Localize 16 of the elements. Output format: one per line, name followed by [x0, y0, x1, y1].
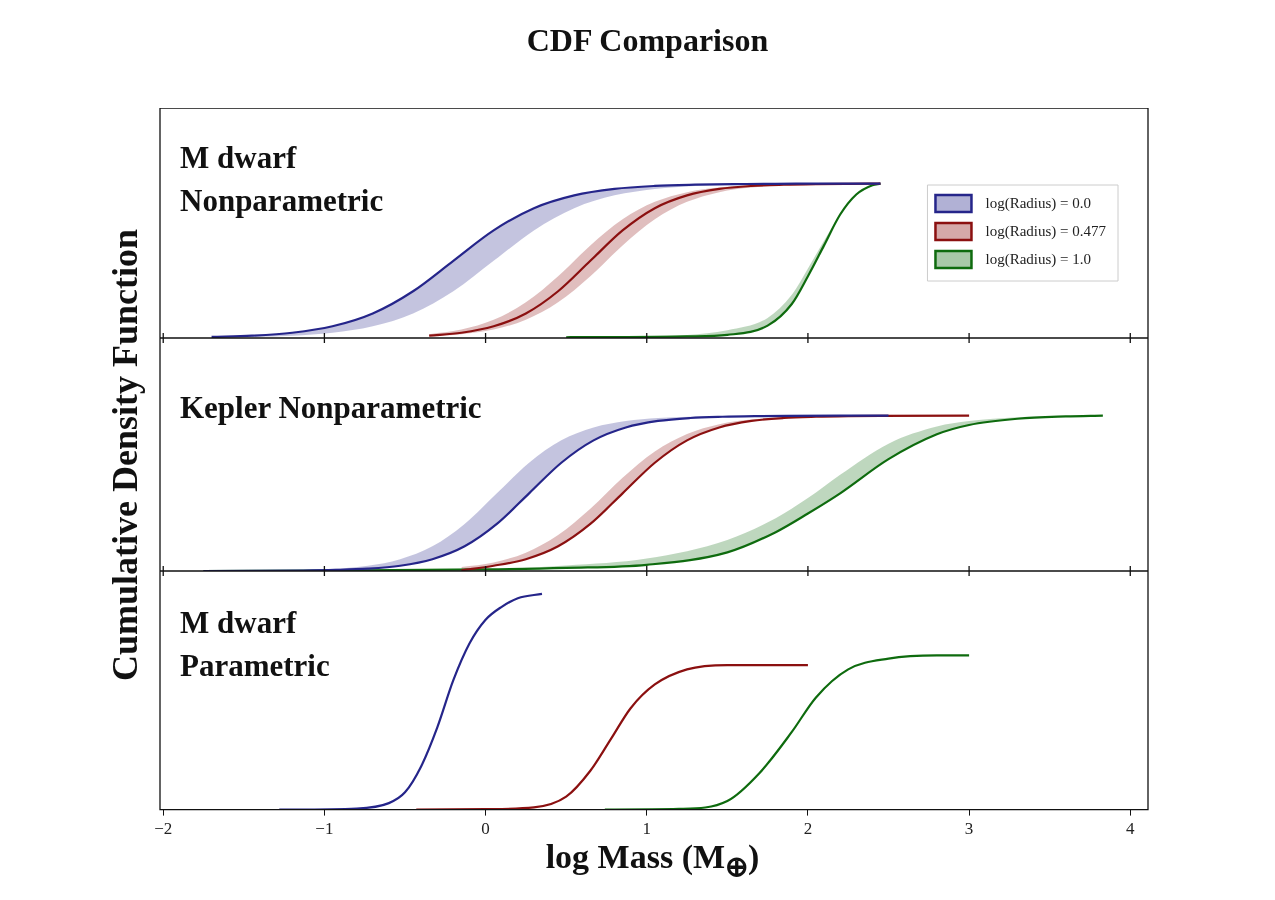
- x-tick-label: 0: [481, 819, 490, 839]
- x-tick-label: 4: [1126, 819, 1136, 839]
- chart-title: CDF Comparison: [525, 22, 770, 59]
- x-tick-label: 2: [803, 819, 813, 839]
- legend-label: log(Radius) = 0.477: [985, 222, 1107, 240]
- legend-label: log(Radius) = 0.0: [985, 194, 1092, 212]
- x-tick-label: 3: [964, 819, 974, 839]
- x-axis-title: log Mass (M$_{⊕}$): [544, 838, 761, 883]
- annotation: Kepler Nonparametric: [180, 390, 482, 425]
- x-tick-label: 1: [642, 819, 651, 839]
- y-axis-title: Cumulative Density Function: [104, 228, 146, 682]
- annotation: M dwarf Nonparametric: [180, 140, 384, 218]
- legend-label: log(Radius) = 1.0: [985, 250, 1092, 268]
- x-tick-label: −2: [154, 819, 173, 839]
- x-tick-label: −1: [315, 819, 334, 839]
- annotation: M dwarf Parametric: [180, 605, 330, 683]
